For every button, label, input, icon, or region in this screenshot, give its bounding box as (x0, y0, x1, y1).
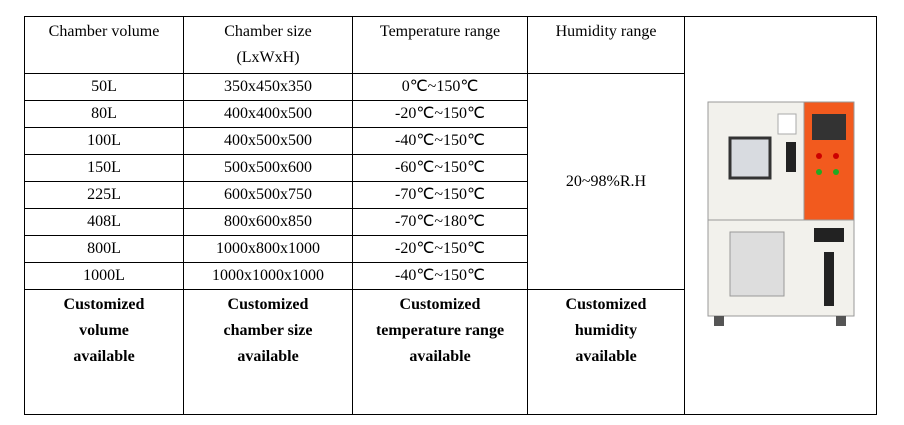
temperature-cell: 0℃~150℃ (352, 73, 528, 101)
size-cell: 500x500x600 (183, 154, 353, 182)
data-row: 225L 600x500x750 -70℃~150℃ (24, 181, 877, 209)
size-cell: 800x600x850 (183, 208, 353, 236)
humidity-cell: 20~98%R.H (527, 73, 685, 290)
volume-cell: 800L (24, 235, 184, 263)
temperature-cell: -40℃~150℃ (352, 127, 528, 155)
volume-cell: 408L (24, 208, 184, 236)
spec-table: Chamber volume Chamber size (LxWxH) Temper… (24, 16, 877, 415)
data-row: 1000L 1000x1000x1000 -40℃~150℃ (24, 262, 877, 290)
footer-text: Customized volume available (63, 296, 145, 365)
footer-text: Customized humidity available (565, 296, 647, 365)
volume-cell: 100L (24, 127, 184, 155)
volume-cell: 80L (24, 100, 184, 128)
size-cell: 1000x800x1000 (183, 235, 353, 263)
data-row: 150L 500x500x600 -60℃~150℃ (24, 154, 877, 182)
data-row: 800L 1000x800x1000 -20℃~150℃ (24, 235, 877, 263)
size-cell: 600x500x750 (183, 181, 353, 209)
header-cell: Humidity range (527, 16, 685, 74)
header-row: Chamber volume Chamber size (LxWxH) Temper… (24, 16, 877, 415)
volume-cell: 150L (24, 154, 184, 182)
footer-cell: Customized temperature range available (352, 289, 528, 415)
footer-text: Customized temperature range available (375, 296, 505, 365)
footer-cell: Customized humidity available (527, 289, 685, 415)
size-cell: 400x500x500 (183, 127, 353, 155)
size-cell: 400x400x500 (183, 100, 353, 128)
footer-row: Customized volume available Customized ch… (24, 289, 877, 415)
footer-cell: Customized volume available (24, 289, 184, 415)
size-cell: 1000x1000x1000 (183, 262, 353, 290)
footer-text: Customized chamber size available (223, 296, 313, 365)
data-row: 100L 400x500x500 -40℃~150℃ (24, 127, 877, 155)
volume-cell: 50L (24, 73, 184, 101)
temperature-cell: -60℃~150℃ (352, 154, 528, 182)
temperature-cell: -20℃~150℃ (352, 235, 528, 263)
temperature-cell: -70℃~150℃ (352, 181, 528, 209)
temperature-cell: -40℃~150℃ (352, 262, 528, 290)
header-cell: Chamber volume (24, 16, 184, 74)
volume-cell: 225L (24, 181, 184, 209)
header-cell: Temperature range (352, 16, 528, 74)
volume-cell: 1000L (24, 262, 184, 290)
temperature-cell: -70℃~180℃ (352, 208, 528, 236)
header-cell: Chamber size (LxWxH) (183, 16, 353, 74)
data-row: 408L 800x600x850 -70℃~180℃ (24, 208, 877, 236)
chamber-illustration (707, 101, 854, 326)
product-image-cell (684, 16, 877, 415)
size-cell: 350x450x350 (183, 73, 353, 101)
footer-cell: Customized chamber size available (183, 289, 353, 415)
temperature-cell: -20℃~150℃ (352, 100, 528, 128)
